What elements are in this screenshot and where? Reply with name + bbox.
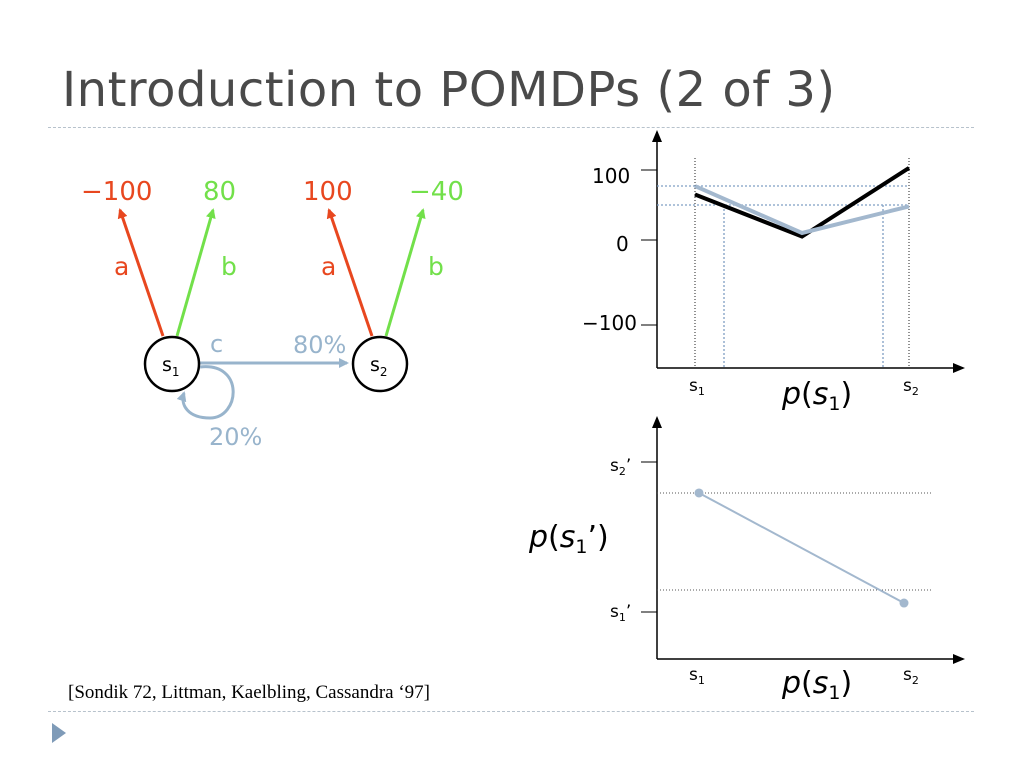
state-s2-label: s bbox=[370, 354, 380, 376]
s2-action-a-arrow bbox=[326, 208, 374, 337]
svg-text:s1: s1 bbox=[162, 354, 180, 379]
citation: [Sondik 72, Littman, Kaelbling, Cassandr… bbox=[68, 682, 430, 703]
self-loop-arrow-s1 bbox=[176, 365, 235, 420]
value-chart-ytick-label-0: 0 bbox=[616, 232, 629, 256]
value-function-chart: 100 0 −100 s1 s2 p(s1) bbox=[582, 130, 965, 415]
value-chart-xlabel-s2: s2 bbox=[903, 376, 919, 398]
reward-s2-b: −40 bbox=[409, 177, 464, 207]
prob-to-s2: 80% bbox=[293, 331, 346, 359]
reward-s1-a: −100 bbox=[81, 177, 152, 207]
belief-series-line bbox=[698, 492, 905, 604]
belief-chart-y-axis-title: p(s1’) bbox=[528, 520, 609, 558]
value-chart-x-axis-title: p(s1) bbox=[781, 377, 852, 415]
state-s1-label: s bbox=[162, 354, 172, 376]
value-chart-xlabel-s1: s1 bbox=[689, 376, 705, 398]
action-label-b-s2: b bbox=[428, 252, 444, 281]
reward-s2-a: 100 bbox=[303, 177, 353, 207]
state-s2-sub: 2 bbox=[380, 365, 388, 379]
belief-chart-xlabel-s2: s2 bbox=[903, 665, 919, 687]
belief-chart-xlabel-s1: s1 bbox=[689, 665, 705, 687]
belief-chart-ylabel-s2prime: s2’ bbox=[610, 456, 631, 478]
prob-self-loop: 20% bbox=[209, 423, 262, 451]
value-chart-series-layer bbox=[694, 166, 911, 239]
s1-action-a-arrow bbox=[117, 208, 165, 337]
state-diagram: −100 80 100 −40 a b a b c 80% 20% s1 s2 bbox=[81, 177, 464, 451]
reward-s1-b: 80 bbox=[203, 177, 236, 207]
value-chart-ytick-label-neg100: −100 bbox=[582, 311, 637, 335]
action-label-a-s2: a bbox=[321, 252, 336, 281]
action-label-c: c bbox=[210, 330, 223, 358]
s2-action-b-arrow bbox=[384, 208, 426, 337]
value-chart-ytick-label-100: 100 bbox=[592, 164, 630, 188]
action-label-b-s1: b bbox=[221, 252, 237, 281]
state-node-s2: s2 bbox=[351, 335, 409, 393]
state-s1-sub: 1 bbox=[172, 365, 180, 379]
belief-update-chart: s2’ s1’ s1 s2 p(s1) p(s1’) bbox=[528, 416, 965, 704]
value-series-line-black bbox=[694, 166, 911, 239]
svg-text:s2: s2 bbox=[370, 354, 388, 379]
play-triangle-icon[interactable] bbox=[52, 723, 66, 743]
title-divider bbox=[48, 127, 974, 128]
belief-series-point bbox=[694, 488, 704, 498]
value-series-line-blue bbox=[694, 184, 910, 236]
belief-chart-series-layer bbox=[694, 488, 909, 608]
belief-chart-ylabel-s1prime: s1’ bbox=[610, 602, 631, 624]
state-node-s1: s1 bbox=[143, 335, 201, 393]
footer-divider bbox=[48, 711, 974, 712]
action-label-a-s1: a bbox=[114, 252, 129, 281]
slide-title: Introduction to POMDPs (2 of 3) bbox=[62, 62, 836, 118]
belief-chart-x-axis-title: p(s1) bbox=[781, 666, 852, 704]
belief-series-point bbox=[899, 598, 909, 608]
s1-action-b-arrow bbox=[175, 208, 216, 337]
